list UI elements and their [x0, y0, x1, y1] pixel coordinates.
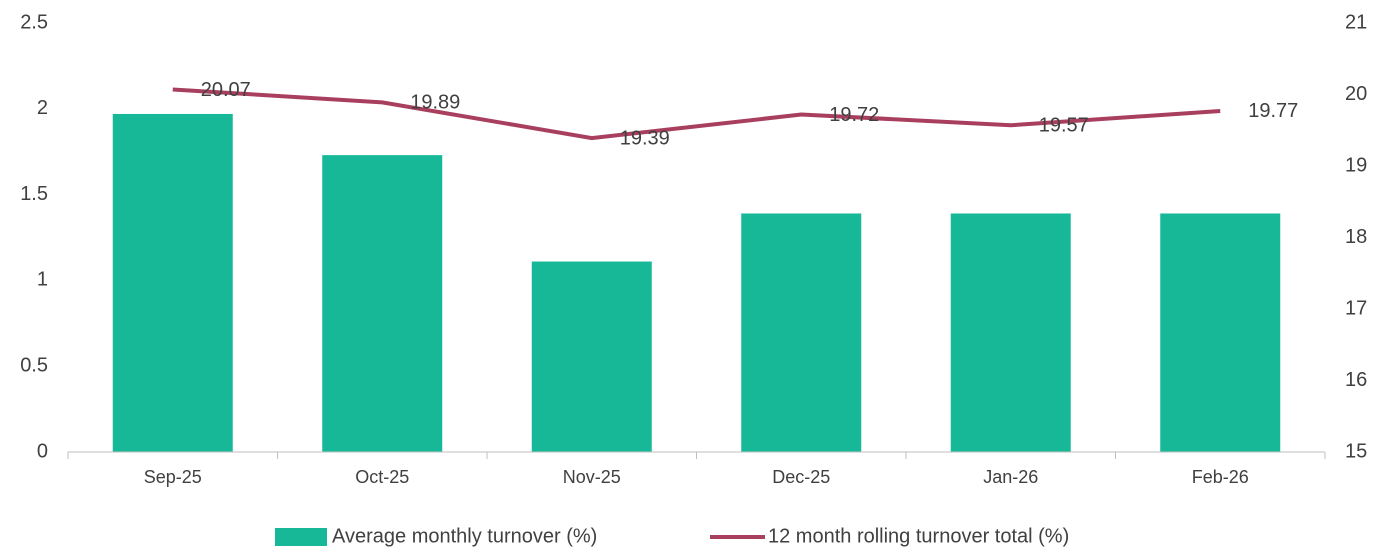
y-tick-label: 0.5 [20, 354, 48, 376]
y2-tick-label: 15 [1345, 440, 1367, 462]
data-label: 19.57 [1039, 115, 1089, 137]
data-label: 20.07 [201, 79, 251, 101]
y2-tick-label: 16 [1345, 369, 1367, 391]
x-tick-label: Feb-26 [1192, 467, 1249, 487]
x-tick-label: Oct-25 [355, 467, 409, 487]
bar [950, 213, 1071, 452]
y-tick-label: 2 [37, 97, 48, 119]
x-tick-label: Dec-25 [772, 467, 830, 487]
bar [741, 213, 862, 452]
data-label: 19.72 [829, 104, 879, 126]
line [172, 87, 1221, 141]
x-tick-label: Jan-26 [983, 467, 1038, 487]
bar [112, 113, 233, 452]
bar [322, 155, 443, 452]
legend-label: Average monthly turnover (%) [332, 525, 597, 547]
y-tick-label: 1 [37, 269, 48, 291]
y2-tick-label: 19 [1345, 154, 1367, 176]
data-label: 19.77 [1248, 100, 1298, 122]
y2-tick-label: 18 [1345, 226, 1367, 248]
bar [531, 261, 652, 452]
legend-swatch [275, 528, 327, 546]
x-tick-label: Nov-25 [563, 467, 621, 487]
data-label: 19.89 [410, 92, 460, 114]
y-tick-label: 2.5 [20, 11, 48, 33]
y2-tick-label: 20 [1345, 83, 1367, 105]
legend-label: 12 month rolling turnover total (%) [768, 525, 1069, 547]
data-label: 19.39 [620, 127, 670, 149]
y2-tick-label: 17 [1345, 297, 1367, 319]
y-tick-label: 0 [37, 440, 48, 462]
bar [1160, 213, 1281, 452]
x-tick-label: Sep-25 [144, 467, 202, 487]
y2-tick-label: 21 [1345, 11, 1367, 33]
y-tick-label: 1.5 [20, 183, 48, 205]
